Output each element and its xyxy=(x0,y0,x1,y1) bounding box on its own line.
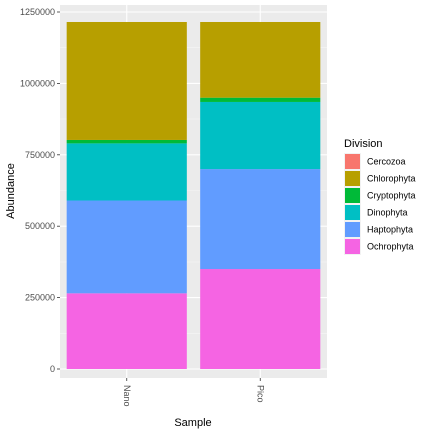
y-tick-label: 250000 xyxy=(25,293,55,303)
bar-segment-haptophyta xyxy=(200,169,321,270)
bar-segment-cryptophyta xyxy=(200,97,321,102)
legend-label: Cryptophyta xyxy=(367,191,416,201)
legend-swatch-cryptophyta xyxy=(345,188,360,203)
legend-label: Haptophyta xyxy=(367,225,413,235)
y-tick-label: 500000 xyxy=(25,221,55,231)
legend-label: Chlorophyta xyxy=(367,174,416,184)
legend-swatch-cercozoa xyxy=(345,154,360,169)
x-tick-label: Nano xyxy=(122,385,132,407)
bar-segment-dinophyta xyxy=(66,143,187,201)
y-tick-label: 1000000 xyxy=(20,78,55,88)
legend-swatch-ochrophyta xyxy=(345,239,360,254)
bar-segment-ochrophyta xyxy=(200,269,321,369)
legend-label: Dinophyta xyxy=(367,208,408,218)
y-tick-label: 1250000 xyxy=(20,7,55,17)
x-axis: Nano Pico xyxy=(122,378,265,407)
bar-segment-dinophyta xyxy=(200,101,321,170)
legend-swatch-haptophyta xyxy=(345,222,360,237)
bars xyxy=(66,21,321,369)
legend-title: Division xyxy=(344,138,383,150)
bar-segment-haptophyta xyxy=(66,200,187,294)
bar-segment-chlorophyta xyxy=(66,21,187,140)
bar-segment-ochrophyta xyxy=(66,293,187,369)
legend: Division Cercozoa Chlorophyta Cryptophyta D… xyxy=(344,138,416,255)
bar-segment-cryptophyta xyxy=(66,139,187,144)
legend-label: Cercozoa xyxy=(367,157,406,167)
y-tick-label: 750000 xyxy=(25,150,55,160)
y-axis: 0 250000 500000 750000 1000000 1250000 xyxy=(20,7,60,374)
y-axis-title: Abundance xyxy=(5,163,17,219)
legend-label: Ochrophyta xyxy=(367,242,414,252)
y-tick-label: 0 xyxy=(50,364,55,374)
legend-swatch-chlorophyta xyxy=(345,171,360,186)
x-axis-title: Sample xyxy=(174,417,211,429)
x-tick-label: Pico xyxy=(255,385,265,403)
legend-swatch-dinophyta xyxy=(345,205,360,220)
bar-segment-chlorophyta xyxy=(200,21,321,98)
